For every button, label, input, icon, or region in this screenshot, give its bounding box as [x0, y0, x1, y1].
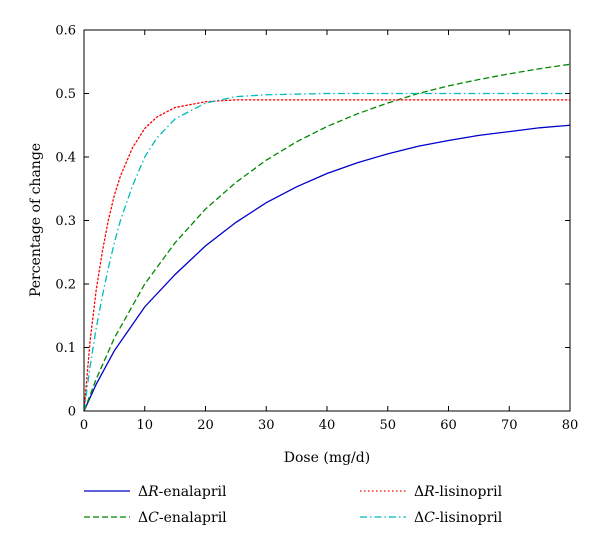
legend-label: ΔR-enalapril [138, 484, 227, 500]
legend-label-delta: Δ [138, 510, 148, 526]
legend-label-drug: -enalapril [159, 510, 227, 526]
legend-label-drug: -enalapril [159, 484, 227, 500]
legend-label-variable: C [424, 510, 435, 526]
y-tick-label: 0.2 [55, 278, 76, 293]
legend-entry-4: ΔC-lisinopril [360, 510, 503, 526]
legend-label: ΔC-enalapril [138, 510, 227, 526]
legend-entry-1: ΔR-enalapril [84, 484, 227, 500]
x-tick-label: 20 [197, 418, 214, 433]
y-tick-label: 0.1 [55, 341, 76, 356]
legend-label: ΔR-lisinopril [414, 484, 503, 500]
legend-label: ΔC-lisinopril [414, 510, 503, 526]
y-tick-label: 0.4 [55, 151, 76, 166]
legend-entry-2: ΔC-enalapril [84, 510, 227, 526]
x-tick-label: 50 [379, 418, 396, 433]
x-tick-label: 80 [562, 418, 579, 433]
y-axis-title: Percentage of change [28, 143, 44, 297]
legend: ΔR-enalaprilΔC-enalaprilΔR-lisinoprilΔC-… [84, 484, 503, 526]
series-line-4 [83, 92, 570, 412]
legend-label-delta: Δ [414, 510, 424, 526]
legend-label-delta: Δ [414, 484, 424, 500]
legend-label-variable: R [423, 484, 435, 500]
x-tick-label: 40 [319, 418, 336, 433]
x-tick-label: 70 [501, 418, 518, 433]
x-tick-label: 60 [440, 418, 457, 433]
series-line-3 [83, 99, 571, 412]
legend-label-variable: C [148, 510, 159, 526]
legend-entry-3: ΔR-lisinopril [360, 484, 503, 500]
legend-label-drug: -lisinopril [435, 484, 503, 500]
axis-ticks: 0 10 20 30 40 50 60 70 80 0 0.1 0.2 0.3 0.4 0.5 0.6 [55, 24, 578, 434]
x-tick-label: 10 [136, 418, 153, 433]
y-tick-label: 0 [68, 405, 76, 420]
plot-frame [83, 29, 571, 412]
legend-label-delta: Δ [138, 484, 148, 500]
plot-content [83, 63, 571, 412]
x-tick-label: 30 [258, 418, 275, 433]
series-line-2 [83, 63, 571, 412]
y-tick-label: 0.3 [55, 214, 76, 229]
y-tick-label: 0.5 [55, 87, 76, 102]
x-tick-label: 0 [80, 418, 88, 433]
y-tick-label: 0.6 [55, 24, 76, 39]
x-axis-title: Dose (mg/d) [284, 450, 370, 466]
legend-label-drug: -lisinopril [435, 510, 503, 526]
series-line-1 [83, 124, 571, 412]
legend-label-variable: R [147, 484, 159, 500]
